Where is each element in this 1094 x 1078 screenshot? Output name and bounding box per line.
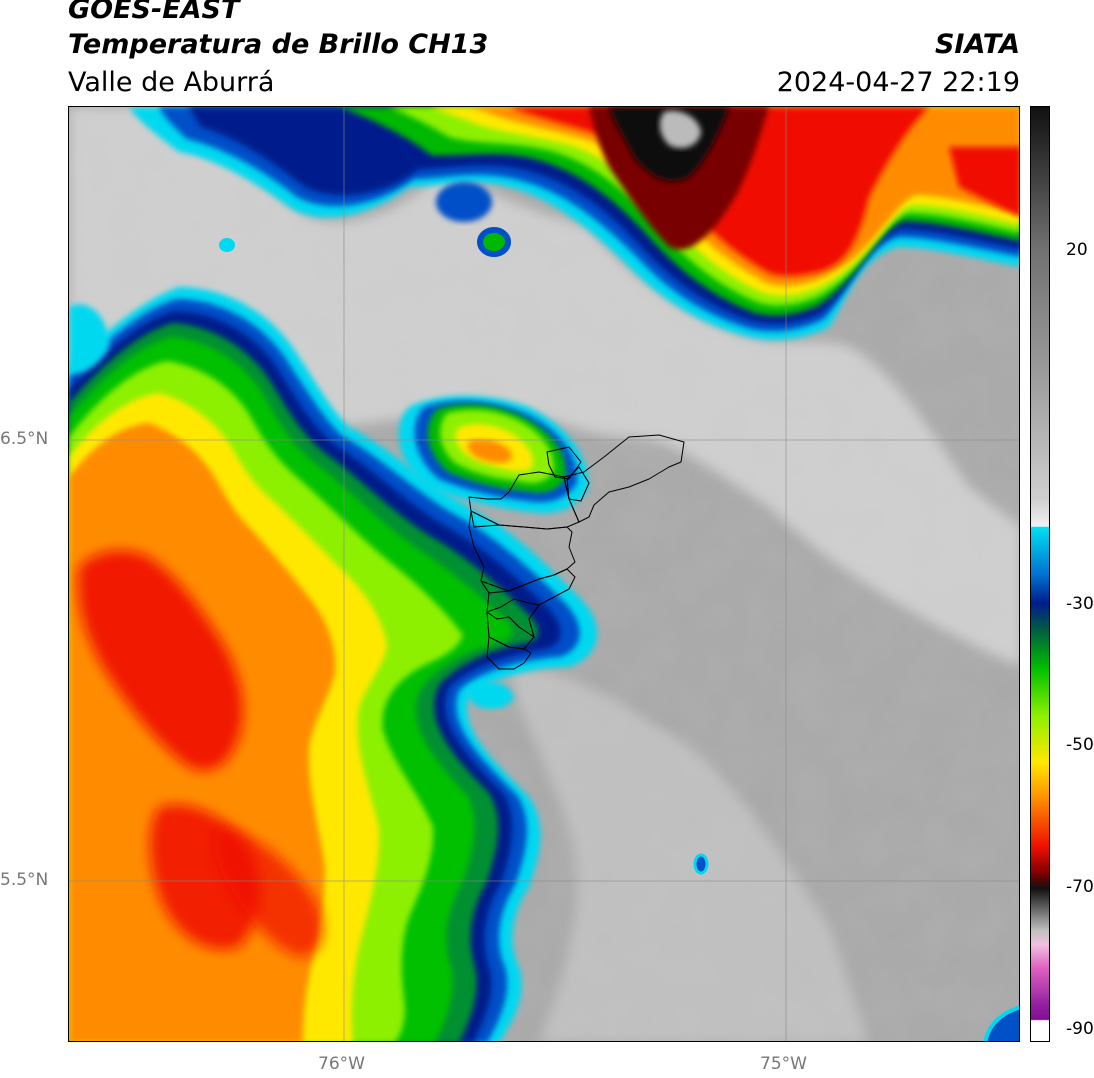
light-gray-area <box>69 107 1019 667</box>
colorbar-tick-minus90: -90 <box>1066 1019 1094 1039</box>
region-subtitle: Valle de Aburrá <box>68 67 275 98</box>
municipality-boundaries <box>468 434 685 670</box>
product-title: Temperatura de Brillo CH13 <box>68 29 489 60</box>
datetime-label: 2024-04-27 22:19 <box>776 67 1020 98</box>
satellite-map[interactable] <box>68 106 1020 1042</box>
temperature-colorbar <box>1030 106 1050 1042</box>
western-convective-system <box>69 287 597 1041</box>
colorbar-tick-minus70: -70 <box>1066 877 1094 897</box>
central-convective-cell <box>398 395 589 514</box>
colorbar-tick-20: 20 <box>1066 240 1088 260</box>
organization-label: SIATA <box>934 29 1020 60</box>
northern-convective-system <box>129 107 1019 340</box>
south-east-cell <box>983 1005 1019 1041</box>
colorbar-tick-minus50: -50 <box>1066 735 1094 755</box>
lat-label-5-5N: 5.5°N <box>0 870 49 890</box>
satellite-title: GOES-EAST <box>68 0 240 25</box>
lon-label-76W: 76°W <box>318 1054 365 1074</box>
gridlines <box>69 107 1019 1041</box>
lon-label-75W: 75°W <box>760 1054 807 1074</box>
small-cold-spot <box>693 853 709 875</box>
brightness-temperature-field <box>69 107 1019 1041</box>
colorbar-tick-minus30: -30 <box>1066 594 1094 614</box>
lat-label-6-5N: 6.5°N <box>0 429 49 449</box>
